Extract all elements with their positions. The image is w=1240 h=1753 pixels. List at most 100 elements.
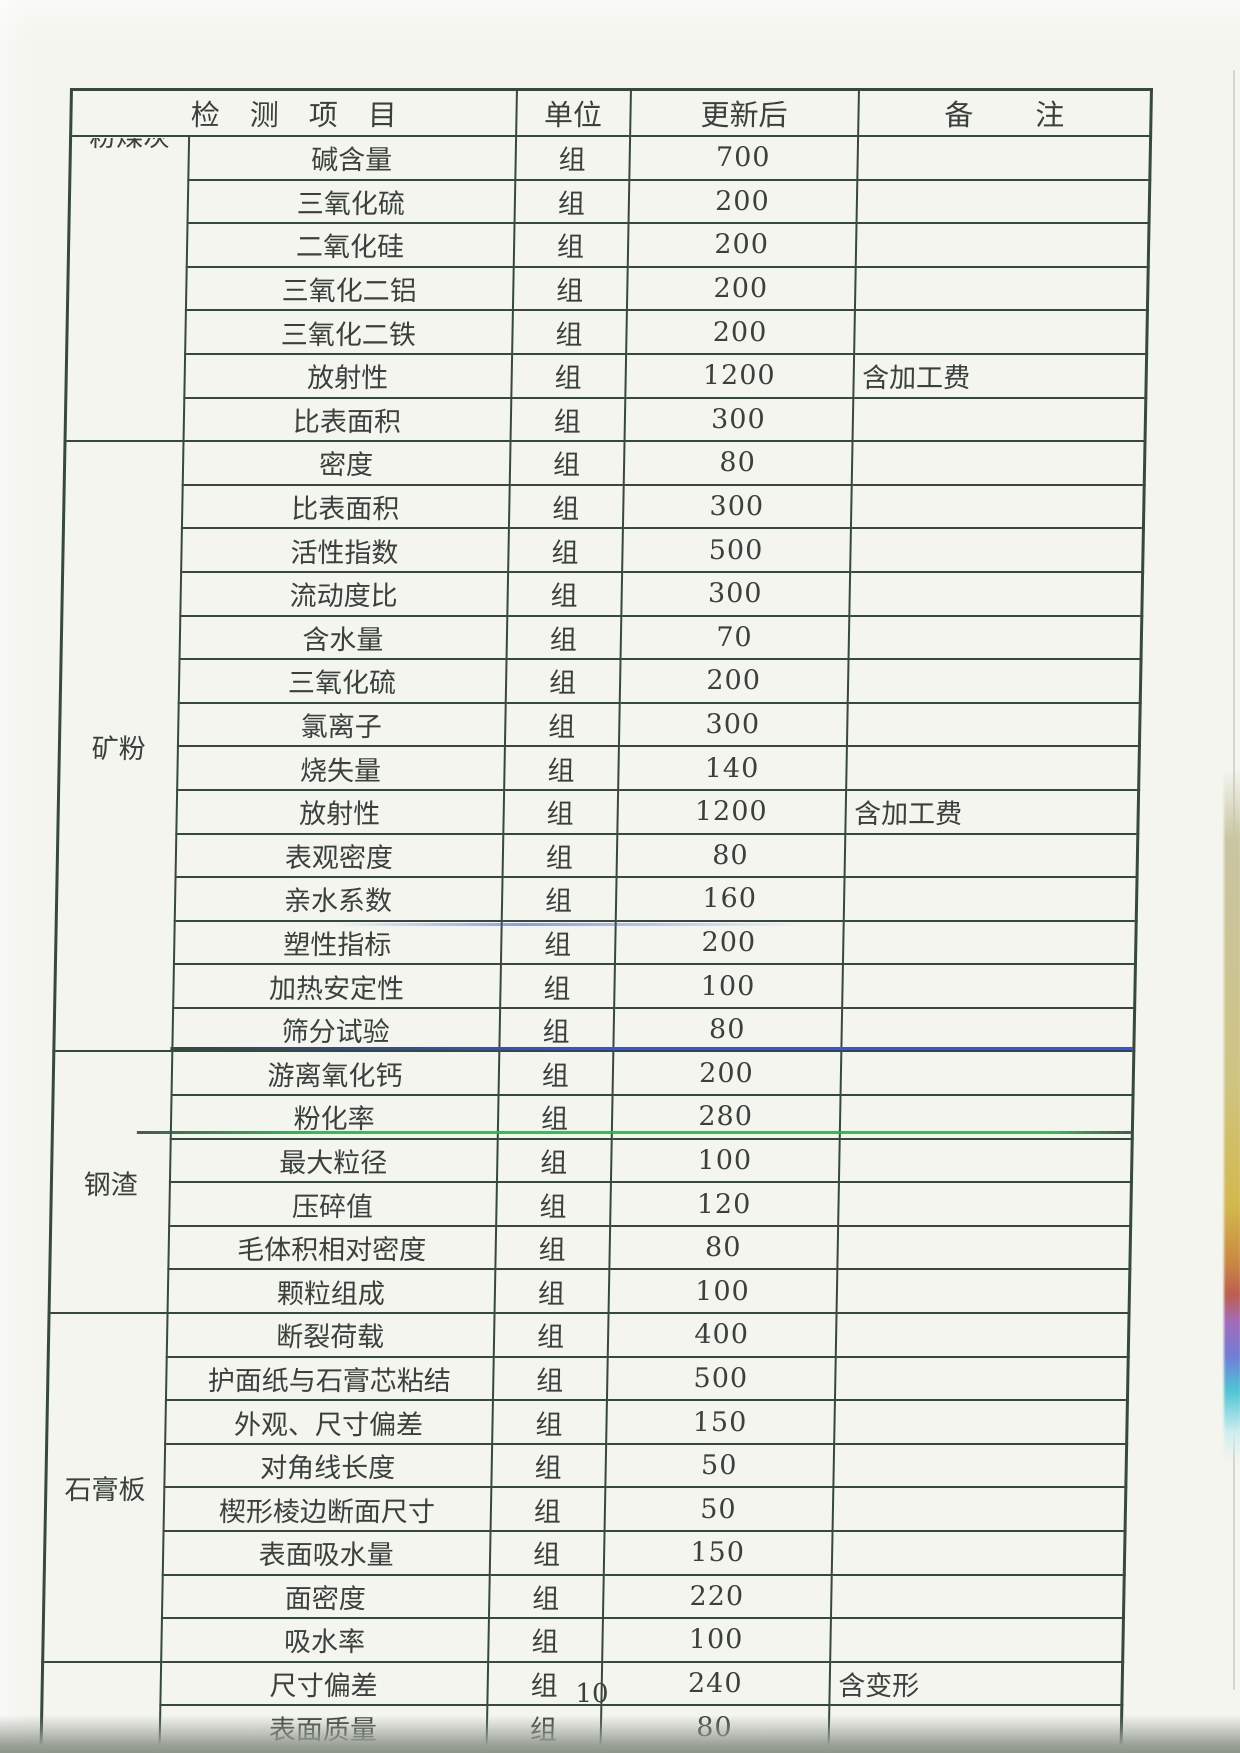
item-cell: 活性指数 xyxy=(180,528,509,572)
remark-cell xyxy=(836,1225,1131,1270)
remark-cell xyxy=(843,877,1138,921)
remark-cell xyxy=(839,1095,1134,1139)
unit-cell: 组 xyxy=(502,833,617,878)
remark-cell xyxy=(834,1356,1129,1401)
price-cell: 1200 xyxy=(624,353,854,398)
item-cell: 烧失量 xyxy=(176,746,505,790)
price-cell: 80 xyxy=(623,441,853,485)
unit-cell: 组 xyxy=(511,310,627,354)
table-row: 毛体积相对密度组 80 xyxy=(50,1225,1131,1270)
remark-cell xyxy=(854,266,1149,311)
item-cell: 压碎值 xyxy=(168,1182,497,1226)
table-row: 烧失量组 140 xyxy=(59,746,1140,790)
category-cell: 钢渣 xyxy=(49,1051,172,1314)
unit-cell: 组 xyxy=(514,179,629,224)
unit-cell: 组 xyxy=(507,528,623,572)
table-row: 三氧化二铁组 200 xyxy=(67,310,1148,354)
category-label: 粉煤灰 xyxy=(73,138,187,152)
remark-cell: 含加工费 xyxy=(844,789,1139,834)
item-cell: 表观密度 xyxy=(175,833,503,878)
unit-cell: 组 xyxy=(509,441,625,485)
item-cell: 护面纸与石膏芯粘结 xyxy=(165,1356,494,1401)
remark-cell: 含加工费 xyxy=(852,353,1147,398)
table-row: 表观密度组 80 xyxy=(57,833,1138,878)
item-cell: 比表面积 xyxy=(181,484,510,529)
price-cell: 300 xyxy=(618,702,848,747)
remark-cell xyxy=(835,1313,1130,1357)
table-row: 粉煤灰碱含量组700 xyxy=(65,136,1151,442)
unit-cell: 组 xyxy=(486,1705,601,1750)
table-row: 压碎值组 120 xyxy=(51,1182,1132,1226)
unit-cell: 组 xyxy=(505,659,621,703)
item-cell: 对角线长度 xyxy=(163,1443,492,1488)
table-row: 外观、尺寸偏差组 150 xyxy=(47,1400,1128,1444)
table-row: 二氧化硅组 200 xyxy=(68,223,1150,267)
category-label: 石膏板 xyxy=(64,1474,146,1506)
price-cell: 200 xyxy=(612,1051,841,1096)
remark-cell xyxy=(852,397,1146,442)
price-cell: 200 xyxy=(626,266,856,311)
category-cell: 粉煤灰 xyxy=(65,136,189,442)
item-cell: 碱含量 xyxy=(187,136,516,180)
item-cell: 表面吸水量 xyxy=(162,1531,491,1575)
price-cell: 500 xyxy=(606,1356,836,1401)
unit-cell: 组 xyxy=(503,746,619,790)
table-row: 加热安定性组 100 xyxy=(55,964,1136,1008)
item-cell: 塑性指标 xyxy=(173,920,502,965)
item-cell: 流动度比 xyxy=(179,571,508,616)
remark-cell xyxy=(850,484,1145,529)
unit-cell: 组 xyxy=(513,223,629,267)
unit-cell: 组 xyxy=(506,571,622,616)
price-cell: 200 xyxy=(628,179,857,224)
price-cell: 140 xyxy=(617,746,847,790)
item-cell: 加热安定性 xyxy=(172,964,501,1008)
table-row: 三氧化二铝组 200 xyxy=(67,266,1149,311)
unit-cell: 组 xyxy=(498,1007,614,1052)
unit-cell: 组 xyxy=(489,1531,605,1575)
price-cell: 100 xyxy=(608,1269,837,1314)
table-row: 粉化率组 280 xyxy=(52,1095,1134,1139)
unit-cell: 组 xyxy=(494,1225,610,1270)
price-cell: 80 xyxy=(612,1007,842,1052)
table-row: 钢渣 游离氧化钙组 200 xyxy=(49,1051,1134,1314)
remark-cell xyxy=(848,615,1142,660)
category-cell: 石膏板 xyxy=(42,1313,168,1662)
table-row: 流动度比组 300 xyxy=(62,571,1143,616)
unit-cell: 组 xyxy=(488,1574,604,1619)
item-cell: 亲水系数 xyxy=(174,877,503,921)
price-cell: 50 xyxy=(604,1487,833,1531)
unit-cell: 组 xyxy=(510,397,625,442)
table-row: 吸水率组 100 xyxy=(43,1618,1124,1662)
header-label-price: 更新后 xyxy=(700,98,788,132)
price-cell: 70 xyxy=(620,615,849,660)
remark-cell xyxy=(849,528,1144,572)
price-cell: 220 xyxy=(602,1574,832,1619)
remark-cell xyxy=(829,1618,1124,1662)
table-row: 比表面积组 300 xyxy=(65,397,1146,442)
remark-cell xyxy=(847,659,1142,703)
remark-cell xyxy=(853,310,1148,354)
unit-cell: 组 xyxy=(510,353,626,398)
remark-cell xyxy=(844,833,1138,878)
header-cell-unit: 单位 xyxy=(515,89,631,136)
header-label-remark: 备注 xyxy=(943,98,1127,132)
remark-cell xyxy=(840,1007,1135,1052)
unit-cell: 组 xyxy=(508,484,624,529)
price-cell: 160 xyxy=(615,877,845,921)
unit-cell: 组 xyxy=(501,877,617,921)
unit-cell: 组 xyxy=(490,1487,605,1531)
page-number: 10 xyxy=(575,1679,609,1709)
remark-cell xyxy=(828,1705,1122,1750)
price-cell: 80 xyxy=(608,1225,838,1270)
table-row: 含水量组 70 xyxy=(61,615,1142,660)
price-table: 检测项目 单位 更新后 备注 粉煤灰碱含量组700三氧化硫组200二氧化硅组20… xyxy=(39,88,1154,1751)
item-cell: 表面质量 xyxy=(159,1705,487,1750)
item-cell: 放射性 xyxy=(183,353,512,398)
price-cell: 200 xyxy=(625,310,855,354)
table-row: 矿粉 密度组 80 xyxy=(53,441,1146,1052)
remark-cell xyxy=(848,571,1143,616)
table-row: 颗粒组成组 100 xyxy=(49,1269,1130,1314)
remark-cell xyxy=(851,441,1146,485)
header-cell-price: 更新后 xyxy=(629,89,859,136)
item-cell: 游离氧化钙 xyxy=(171,1051,499,1096)
